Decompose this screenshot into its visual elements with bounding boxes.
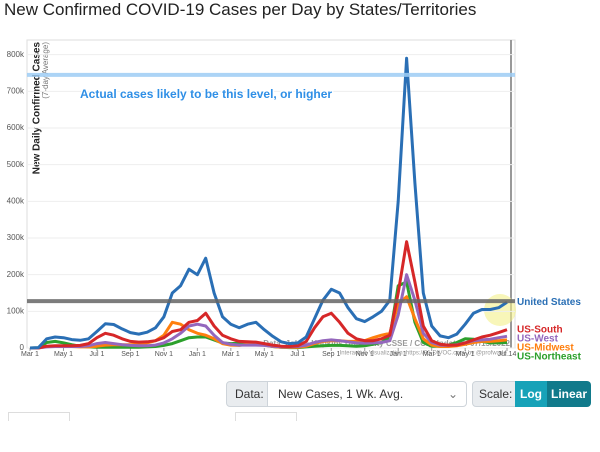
x-tick-label: Jul 14 — [498, 351, 517, 358]
x-tick-label: Mar 1 — [423, 351, 441, 358]
chevron: ⌄ — [447, 387, 458, 401]
scale-label: Scale: — [472, 381, 516, 407]
x-tick-label: Jan 1 — [189, 351, 206, 358]
x-tick-label: Nov 1 — [155, 351, 173, 358]
y-tick-label: 0 — [20, 343, 25, 352]
y-tick-label: 700k — [7, 86, 25, 95]
panel-edge — [235, 412, 297, 421]
legend-label: US-West — [517, 333, 559, 344]
linear-button[interactable]: Linear — [547, 381, 591, 407]
x-tick-label: Nov 1 — [356, 351, 374, 358]
y-tick-label: 600k — [7, 123, 25, 132]
y-tick-label: 300k — [7, 233, 25, 242]
x-tick-label: Jul 1 — [290, 351, 305, 358]
panel-edge — [8, 412, 70, 421]
legend-label: US-South — [517, 324, 563, 335]
y-tick-label: 500k — [7, 160, 25, 169]
y-axis-label: New Daily Confirmed Cases — [32, 42, 43, 175]
log-button[interactable]: Log — [515, 381, 547, 407]
legend-label: US-Northeast — [517, 351, 582, 362]
x-tick-label: Mar 1 — [222, 351, 240, 358]
reference-label: Actual cases likely to be this level, or… — [80, 87, 332, 101]
x-tick-label: Sep 1 — [121, 351, 139, 358]
y-tick-label: 100k — [7, 306, 25, 315]
x-tick-label: May 1 — [255, 351, 274, 358]
data-select[interactable]: New Cases, 1 Wk. Avg. ⌄ — [267, 381, 467, 407]
x-tick-label: May 1 — [54, 351, 73, 358]
source: Data: Johns Hopkins University CSSE / CC… — [263, 339, 510, 348]
chart: New Daily Confirmed Cases (7-day Average… — [7, 39, 582, 362]
y-tick-label: 800k — [7, 50, 25, 59]
x-tick-label: Jul 1 — [90, 351, 105, 358]
series-line — [29, 56, 508, 350]
series-line — [29, 280, 508, 350]
credit: Interactive Visualization: https://91-DI… — [340, 351, 511, 357]
series-line — [29, 240, 508, 350]
y-tick-label: 400k — [7, 196, 25, 205]
x-tick-label: Sep 1 — [322, 351, 340, 358]
data-label: Data: — [226, 381, 268, 407]
x-tick-label: Jan 1 — [390, 351, 407, 358]
y-axis-sublabel: (7-day Average) — [41, 42, 50, 99]
legend-label: US-Midwest — [517, 342, 574, 353]
legend-label: United States — [517, 297, 581, 308]
x-tick-label: Mar 1 — [21, 351, 39, 358]
x-tick-label: May 1 — [456, 351, 475, 358]
data-select-value[interactable]: New Cases, 1 Wk. Avg. — [278, 387, 404, 401]
chart-title: New Confirmed COVID-19 Cases per Day by … — [4, 0, 477, 19]
y-tick-label: 200k — [7, 270, 25, 279]
